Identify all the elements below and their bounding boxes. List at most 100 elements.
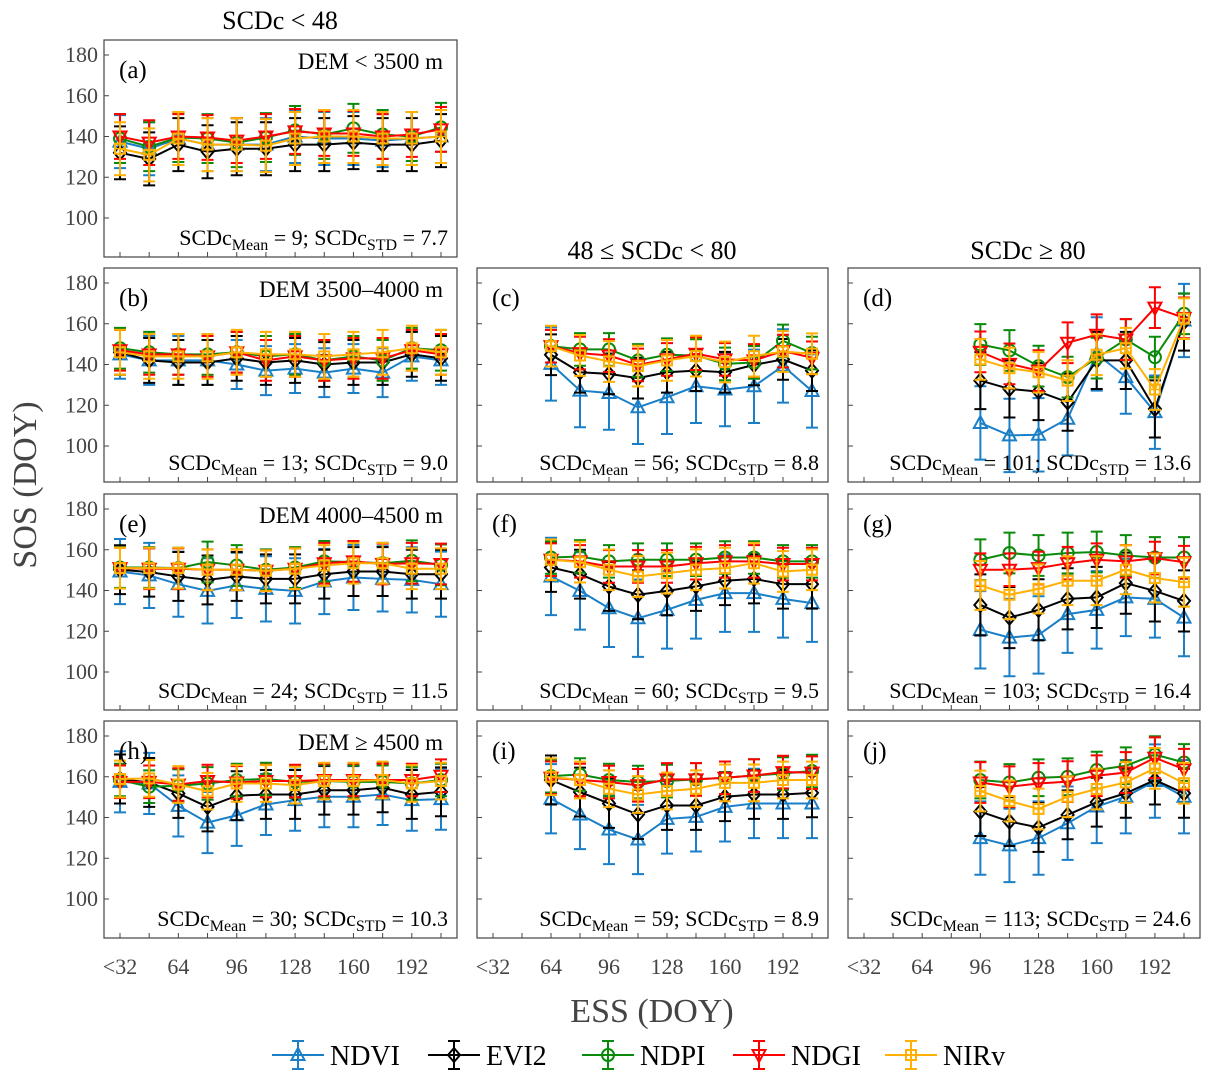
x-tick-label: <32 [103,954,137,979]
stats-text: ; [292,906,304,931]
scdc-stats: SCDcMean = 30; SCDcSTD = 10.3 [157,906,448,935]
legend-item-nirv: NIRv [885,1040,1005,1072]
series-nirv [974,297,1190,411]
panel-letter: (j) [863,738,887,765]
panel-g: (g) SCDcMean = 103; SCDcSTD = 16.4 [847,493,1201,711]
data-point [259,777,272,790]
data-point [574,774,586,787]
x-tick-label: 64 [167,954,189,979]
subscript: STD [1099,462,1129,479]
stats-text: SCDc [685,678,738,703]
stats-text: SCDc [1046,678,1099,703]
scdc-stats: SCDcMean = 24; SCDcSTD = 11.5 [158,678,448,707]
stats-text: = [1129,678,1152,703]
data-point [1030,777,1047,793]
y-tick-label: 160 [65,764,98,789]
data-point [289,562,302,575]
data-point [318,130,331,143]
scdc-stats: SCDcMean = 103; SCDcSTD = 16.4 [889,678,1191,707]
y-tick-label: 120 [65,164,98,189]
subscript: Mean [943,918,979,935]
dem-label: DEM < 3500 m [298,49,443,74]
dem-label: DEM 4000–4500 m [259,503,443,528]
stats-text: = [768,450,791,475]
x-tick-label: 96 [969,954,991,979]
legend-marker [750,1049,768,1065]
data-point [230,346,243,359]
legend-label: NIRv [943,1041,1005,1072]
panel-frame [103,267,458,483]
data-point [1176,592,1192,610]
x-tick-label: <32 [476,954,510,979]
data-point [574,556,586,569]
panel-letter: (d) [863,285,892,312]
data-point [1060,806,1075,824]
data-point [172,132,185,145]
data-point [1032,802,1045,815]
data-point [1059,336,1076,352]
data-point [259,348,272,361]
stats-text: SCDc [314,450,367,475]
stats-text: 8.9 [792,906,820,931]
data-point [1178,312,1190,325]
stats-text: ; [303,225,315,250]
data-point [376,774,389,787]
data-point [748,776,760,789]
panel-frame [103,720,458,939]
x-tick-label: 64 [540,954,562,979]
data-point [1001,836,1018,852]
data-point [1032,366,1045,379]
stats-text: = [268,225,291,250]
data-point [777,345,789,358]
stats-text: = [628,678,651,703]
panel-f: (f)SCDcMean = 60; SCDcSTD = 9.5 [476,493,829,711]
subscript: STD [738,690,768,707]
stats-text: ; [292,678,304,703]
data-point [973,372,988,390]
y-tick-label: 120 [65,618,98,643]
panel-letter: (g) [863,511,892,538]
y-tick-label: 120 [65,845,98,870]
data-point [632,360,644,373]
stats-text: = [978,450,1001,475]
data-point [658,388,676,404]
x-tick-label: 96 [598,954,620,979]
series-line [550,363,813,409]
data-point [405,777,418,790]
legend-marker [905,1049,917,1061]
data-point [603,782,615,795]
data-point [806,563,818,576]
scdc-stats: SCDcMean = 101; SCDcSTD = 13.6 [889,450,1191,479]
x-tick-label: 160 [337,954,370,979]
stats-text: 60 [652,678,674,703]
data-point [201,350,214,363]
data-point [318,559,331,572]
data-point [777,565,789,578]
series-group [972,282,1193,474]
data-point [1090,782,1103,795]
x-tick-label: 192 [1138,954,1171,979]
data-point [1147,350,1162,365]
series-line [550,345,813,366]
panel-letter: (b) [119,285,148,312]
stats-text: SCDc [890,906,943,931]
data-point [289,779,302,792]
stats-text: = [768,678,791,703]
legend-marker [289,1045,307,1061]
stats-text: 9.0 [421,450,449,475]
series-nirv [114,759,447,811]
series-line [550,339,813,365]
data-point [1088,328,1105,344]
legend-item-evi2: EVI2 [428,1040,547,1072]
x-tick-label: 160 [1080,954,1113,979]
stats-text: 13.6 [1153,450,1192,475]
stats-text: 8.8 [792,450,820,475]
data-point [974,353,987,366]
series-group [111,324,450,399]
series-nirv [545,538,818,598]
data-point [571,805,589,821]
scdc-stats: SCDcMean = 56; SCDcSTD = 8.8 [539,450,819,479]
